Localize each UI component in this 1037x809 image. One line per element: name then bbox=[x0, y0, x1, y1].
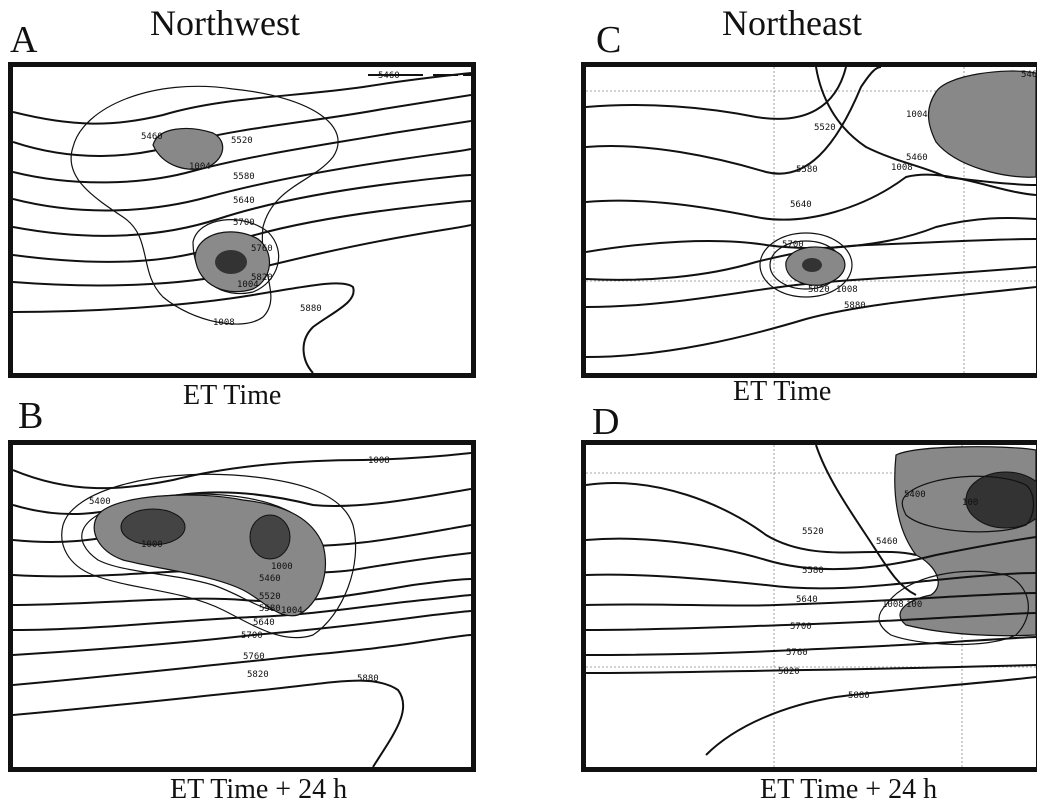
contour-label: 100 bbox=[906, 600, 922, 610]
contour-label: 546 bbox=[1021, 70, 1036, 80]
panel-c-letter: C bbox=[596, 19, 622, 61]
contour-label: 5640 bbox=[233, 196, 255, 206]
panel-a-letter: A bbox=[10, 19, 38, 61]
contour-label: 5760 bbox=[251, 244, 273, 254]
contour-label: 1000 bbox=[271, 562, 293, 572]
panel-b-map: 1008 5400 1000 5460 5520 5580 5640 5700 … bbox=[8, 440, 476, 772]
panel-d-contours: 5400 100 5520 5460 5580 5640 1008 100 57… bbox=[586, 445, 1036, 767]
contour-label: 5460 bbox=[378, 71, 400, 81]
contour-label: 5820 bbox=[247, 670, 269, 680]
contour-label: 5700 bbox=[241, 631, 263, 641]
contour-label: 1004 bbox=[906, 110, 928, 120]
contour-label: 5700 bbox=[233, 218, 255, 228]
contour-label: 1008 bbox=[213, 318, 235, 328]
contour-label: 5460 bbox=[906, 153, 928, 163]
panel-c-contours: 546 1004 5520 5460 1008 5580 5640 5700 5… bbox=[586, 67, 1036, 373]
contour-label: 5520 bbox=[259, 592, 281, 602]
contour-label: 5640 bbox=[790, 200, 812, 210]
contour-label: 5880 bbox=[357, 674, 379, 684]
contour-label: 5400 bbox=[89, 497, 111, 507]
contour-label: 1004 bbox=[281, 606, 303, 616]
panel-a-caption: ET Time bbox=[183, 380, 282, 411]
contour-label: 1008 bbox=[882, 600, 904, 610]
contour-label: 5400 bbox=[904, 490, 926, 500]
contour-label: 1008 bbox=[368, 456, 390, 466]
panel-d-letter: D bbox=[592, 401, 620, 443]
contour-label: 5520 bbox=[814, 123, 836, 133]
contour-label: 100 bbox=[962, 498, 978, 508]
contour-label: 5820 bbox=[251, 273, 273, 283]
contour-label: 5580 bbox=[802, 566, 824, 576]
contour-label: 1008 bbox=[836, 285, 858, 295]
contour-label: 5580 bbox=[796, 165, 818, 175]
northeast-title: Northeast bbox=[722, 3, 862, 43]
panel-b-letter: B bbox=[18, 395, 44, 437]
northwest-title: Northwest bbox=[150, 3, 300, 43]
contour-label: 1008 bbox=[891, 163, 913, 173]
contour-label: 5760 bbox=[786, 648, 808, 658]
contour-label: 5520 bbox=[802, 527, 824, 537]
contour-label: 5880 bbox=[300, 304, 322, 314]
contour-label: 5700 bbox=[782, 240, 804, 250]
panel-d-caption: ET Time + 24 h bbox=[760, 774, 938, 805]
contour-label: 5700 bbox=[790, 622, 812, 632]
panel-a-map: 5460 5460 5520 5580 5640 5700 5760 5820 … bbox=[8, 62, 476, 378]
panel-c-map: 546 1004 5520 5460 1008 5580 5640 5700 5… bbox=[581, 62, 1037, 378]
panel-d-map: 5400 100 5520 5460 5580 5640 1008 100 57… bbox=[581, 440, 1037, 772]
contour-label: 5640 bbox=[253, 618, 275, 628]
contour-label: 1004 bbox=[237, 280, 259, 290]
contour-label: 5880 bbox=[844, 301, 866, 311]
contour-label: 5880 bbox=[848, 691, 870, 701]
panel-b-caption: ET Time + 24 h bbox=[170, 774, 348, 805]
panel-b-contours: 1008 5400 1000 5460 5520 5580 5640 5700 … bbox=[13, 452, 471, 767]
contour-label: 5640 bbox=[796, 595, 818, 605]
contour-label: 5760 bbox=[243, 652, 265, 662]
contour-label: 5520 bbox=[231, 136, 253, 146]
contour-label: 5820 bbox=[808, 285, 830, 295]
contour-label: 1004 bbox=[189, 162, 211, 172]
contour-label: 5460 bbox=[876, 537, 898, 547]
contour-label: 5460 bbox=[259, 574, 281, 584]
contour-label: 5580 bbox=[233, 172, 255, 182]
contour-label: 5820 bbox=[778, 667, 800, 677]
contour-label: 1000 bbox=[141, 540, 163, 550]
contour-label: 5580 bbox=[259, 604, 281, 614]
panel-a-contours: 5460 5460 5520 5580 5640 5700 5760 5820 … bbox=[13, 71, 471, 373]
contour-label: 5460 bbox=[141, 132, 163, 142]
panel-c-caption: ET Time bbox=[733, 376, 832, 407]
